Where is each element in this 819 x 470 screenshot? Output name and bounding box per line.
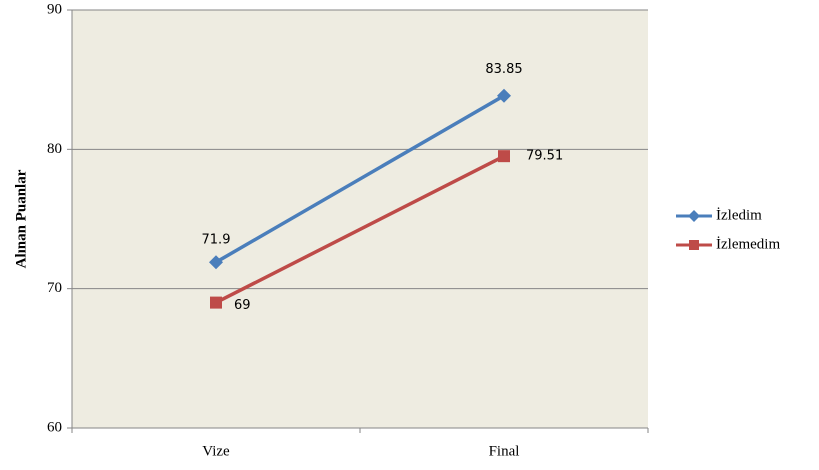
series-line — [215, 94, 505, 264]
data-label: 71.9 — [202, 233, 231, 248]
x-tick-label: Final — [489, 443, 520, 459]
data-label: 79.51 — [526, 149, 563, 164]
legend-marker — [688, 210, 700, 222]
data-point — [210, 296, 222, 309]
y-axis-label: Alınan Puanlar — [13, 169, 29, 268]
y-tick-label: 70 — [47, 280, 62, 296]
legend-label: İzledim — [716, 207, 762, 223]
legend-marker — [689, 240, 699, 250]
x-tick-label: Vize — [202, 443, 230, 459]
data-point — [497, 88, 511, 103]
data-label: 69 — [234, 298, 251, 313]
data-point — [498, 150, 510, 163]
y-tick-label: 90 — [47, 1, 62, 17]
data-point — [209, 255, 223, 270]
series-line — [215, 154, 505, 305]
y-tick-label: 60 — [47, 419, 62, 435]
legend-label: İzlemedim — [716, 236, 780, 252]
plot-area — [72, 10, 648, 428]
data-label: 83.85 — [485, 62, 522, 77]
y-tick-label: 80 — [47, 141, 62, 157]
